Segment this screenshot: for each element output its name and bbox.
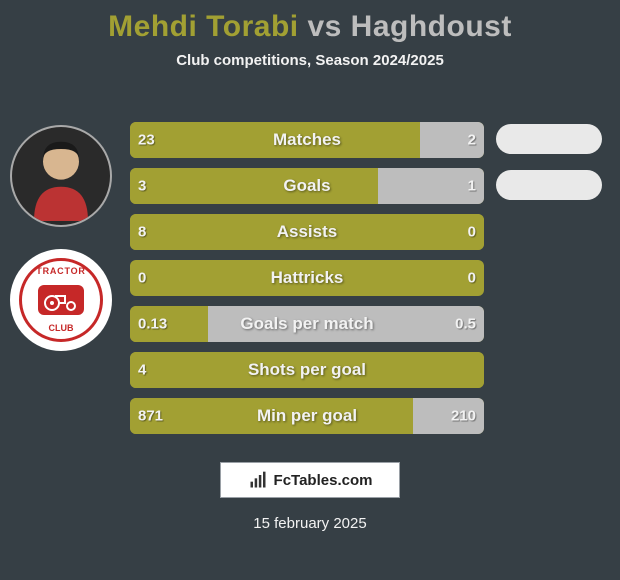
title-player-left: Mehdi Torabi (108, 10, 298, 43)
stat-bar-track: Assists8 0 (130, 214, 484, 250)
form-pill (496, 170, 602, 200)
footer-date: 15 february 2025 (0, 515, 620, 532)
stat-bar-track: Shots per goal4 (130, 352, 484, 388)
stat-row: Goals per match0.13 0.5 (130, 302, 610, 348)
stat-value-right: 0 (468, 270, 476, 287)
stat-label: Shots per goal (130, 360, 484, 380)
page-title: Mehdi Torabi vs Haghdoust (0, 0, 620, 44)
stat-row: Matches23 2 (130, 118, 610, 164)
stat-row: Goals3 1 (130, 164, 610, 210)
stat-row: Assists8 0 (130, 210, 610, 256)
site-link[interactable]: FcTables.com (220, 462, 400, 498)
person-icon (16, 131, 106, 221)
stat-row: Hattricks0 0 (130, 256, 610, 302)
stat-value-right: 0 (468, 224, 476, 241)
club-badge-bottom-text: CLUB (49, 323, 74, 333)
stat-label: Goals (130, 176, 484, 196)
form-pill (496, 124, 602, 154)
stat-label: Hattricks (130, 268, 484, 288)
club-badge: TRACTOR CLUB (10, 249, 112, 351)
stat-value-right: 2 (468, 132, 476, 149)
page-root: Mehdi Torabi vs Haghdoust Club competiti… (0, 0, 620, 580)
stat-value-left: 4 (138, 362, 146, 379)
site-label: FcTables.com (274, 472, 373, 489)
tractor-icon (38, 285, 84, 315)
chart-icon (248, 470, 268, 490)
stat-value-right: 1 (468, 178, 476, 195)
stat-row: Shots per goal4 (130, 348, 610, 394)
stat-bar-track: Goals per match0.13 0.5 (130, 306, 484, 342)
stat-row: Min per goal871 210 (130, 394, 610, 440)
title-player-right: Haghdoust (351, 10, 512, 43)
stat-bar-track: Matches23 2 (130, 122, 484, 158)
stat-value-left: 871 (138, 408, 163, 425)
stat-bar-track: Hattricks0 0 (130, 260, 484, 296)
stat-label: Matches (130, 130, 484, 150)
stat-value-right: 0.5 (455, 316, 476, 333)
club-badge-top-text: TRACTOR (36, 266, 85, 276)
player-avatar (10, 125, 112, 227)
stat-value-left: 0.13 (138, 316, 167, 333)
stats-area: Matches232Goals31Assists80Hattricks00Goa… (130, 118, 610, 440)
stat-bar-track: Goals3 1 (130, 168, 484, 204)
title-vs: vs (299, 10, 351, 43)
stat-label: Goals per match (130, 314, 484, 334)
stat-label: Min per goal (130, 406, 484, 426)
club-badge-inner: TRACTOR CLUB (19, 258, 103, 342)
stat-value-left: 3 (138, 178, 146, 195)
subtitle: Club competitions, Season 2024/2025 (0, 52, 620, 69)
stat-value-left: 8 (138, 224, 146, 241)
avatar-column: TRACTOR CLUB (10, 125, 120, 373)
stat-bar-track: Min per goal871 210 (130, 398, 484, 434)
stat-value-left: 0 (138, 270, 146, 287)
stat-value-left: 23 (138, 132, 155, 149)
stat-value-right: 210 (451, 408, 476, 425)
stat-label: Assists (130, 222, 484, 242)
